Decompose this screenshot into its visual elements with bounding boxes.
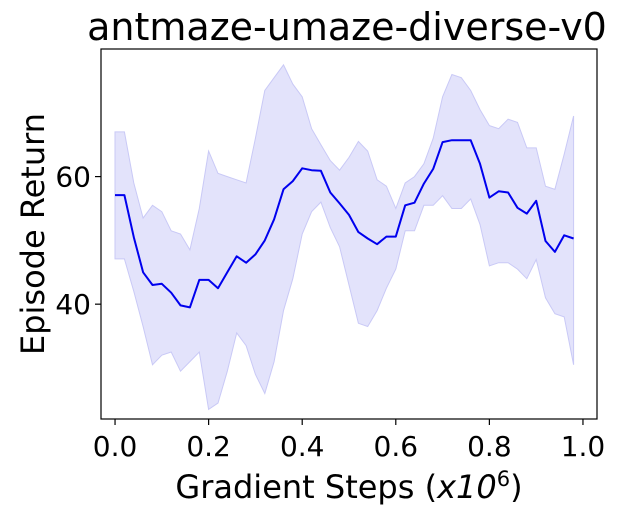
plot-area-frame <box>100 48 598 420</box>
mean-line-layer <box>115 139 574 309</box>
x-axis-label: Gradient Steps (x106) <box>175 467 522 506</box>
x-tick-label: 0.8 <box>467 430 512 463</box>
y-axis-label: Episode Return <box>14 113 52 355</box>
x-tick-label: 0.6 <box>374 430 419 463</box>
x-tick-label: 0.4 <box>280 430 325 463</box>
mean-return-line <box>115 139 574 309</box>
y-tick-label: 40 <box>55 288 91 321</box>
y-axis-ticks: 40 60 <box>55 161 101 321</box>
y-tick-label: 60 <box>55 161 91 194</box>
x-tick-label: 0.0 <box>93 430 138 463</box>
confidence-band-layer <box>114 63 575 411</box>
x-tick-label: 0.2 <box>186 430 231 463</box>
x-tick-label: 1.0 <box>561 430 606 463</box>
x-axis-ticks: 0.0 0.2 0.4 0.6 0.8 1.0 <box>93 419 605 463</box>
confidence-band <box>114 63 575 411</box>
chart-title: antmaze-umaze-diverse-v0 <box>87 5 607 49</box>
